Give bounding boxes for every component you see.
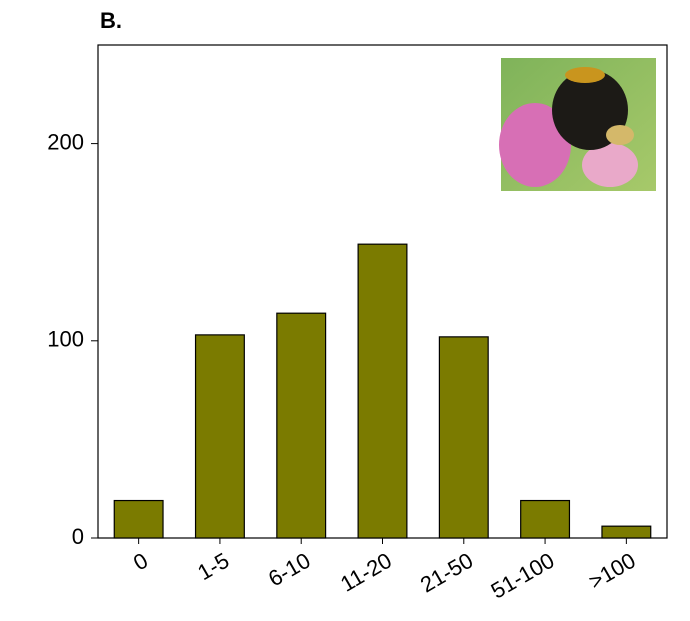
y-tick-label: 200 xyxy=(47,129,84,154)
bar xyxy=(113,499,164,539)
bar xyxy=(276,312,327,539)
y-tick-label: 0 xyxy=(72,524,84,549)
x-tick-label: 1-5 xyxy=(193,548,233,586)
bar xyxy=(601,525,652,539)
x-tick-label: >100 xyxy=(584,548,639,594)
x-tick-label: 0 xyxy=(129,548,152,576)
x-tick-label: 11-20 xyxy=(336,548,396,597)
bar xyxy=(194,334,245,539)
bar xyxy=(357,243,408,539)
inset-photo xyxy=(499,58,656,191)
bar xyxy=(438,336,489,539)
y-tick-label: 100 xyxy=(47,327,84,352)
chart-title: B. xyxy=(100,8,122,33)
x-tick-label: 51-100 xyxy=(487,548,559,604)
x-tick-label: 6-10 xyxy=(264,548,315,592)
x-tick-label: 21-50 xyxy=(416,548,477,598)
bar xyxy=(520,499,571,539)
